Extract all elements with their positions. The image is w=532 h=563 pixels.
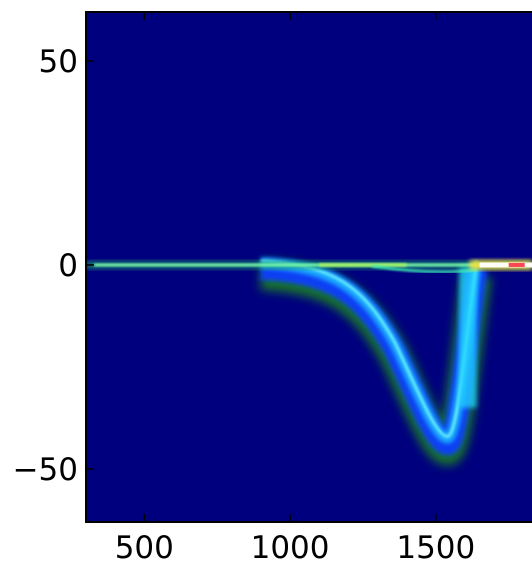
x-tick-label: 1500 (396, 530, 475, 563)
heatmap-layer (86, 258, 532, 466)
rising-column (459, 264, 477, 408)
plot-frame (85, 11, 532, 523)
y-tick-label: 0 (58, 248, 78, 284)
baseline-yellow-segment (319, 262, 407, 267)
x-tick-label: 1000 (251, 530, 330, 563)
baseline-line (94, 263, 532, 267)
y-tick-label: 50 (39, 44, 78, 80)
hotspot-red-mark (508, 262, 525, 267)
y-tick-label: −50 (13, 452, 78, 488)
upper-branch (371, 264, 477, 274)
x-tick-label: 500 (115, 530, 174, 563)
hotspot-core (479, 262, 532, 268)
